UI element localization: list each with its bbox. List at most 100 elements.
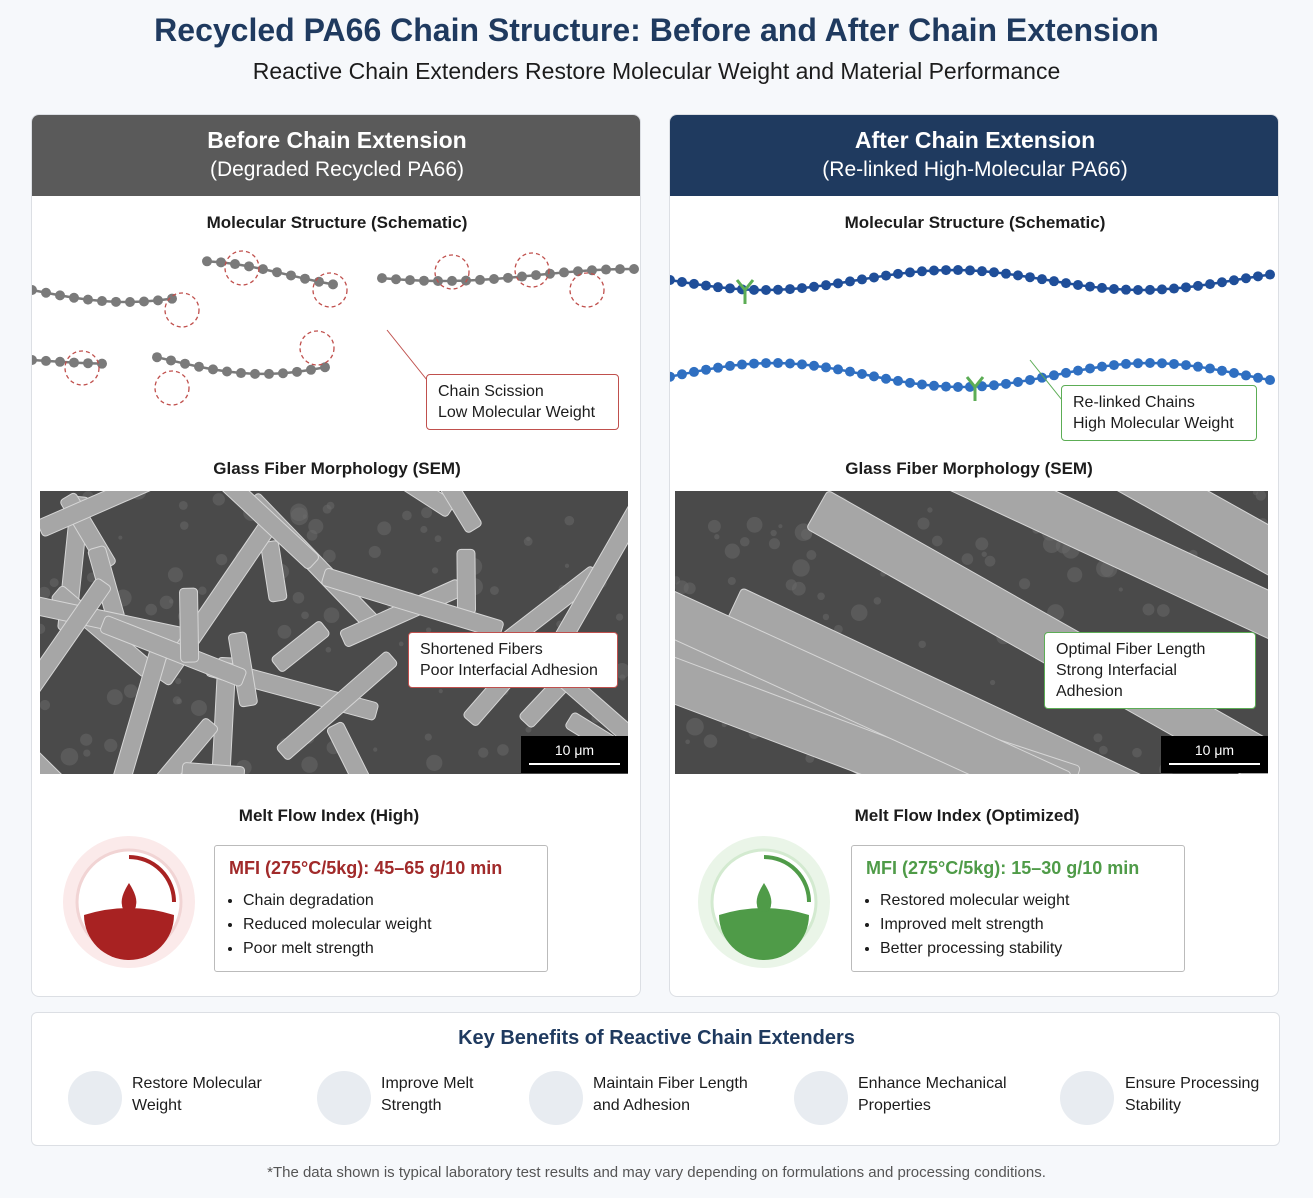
bead xyxy=(725,283,735,294)
bead xyxy=(180,358,190,369)
bead xyxy=(881,373,891,384)
sem-matrix xyxy=(402,510,412,521)
bead xyxy=(601,264,611,275)
bead xyxy=(929,380,939,391)
bead xyxy=(701,364,711,375)
sem-matrix xyxy=(806,549,817,560)
callout: Shortened Fibers Poor Interfacial Adhesi… xyxy=(408,632,618,688)
panel-before: Before Chain Extension (Degraded Recycle… xyxy=(31,114,641,997)
bead xyxy=(1265,375,1275,386)
bead xyxy=(797,283,807,294)
bead xyxy=(893,375,903,386)
fiber-body xyxy=(40,578,111,723)
sem-matrix xyxy=(426,754,443,772)
bead xyxy=(1097,282,1107,293)
bead xyxy=(1181,282,1191,293)
bead xyxy=(1085,281,1095,292)
sem-matrix xyxy=(198,586,207,596)
bead xyxy=(670,371,675,382)
bead xyxy=(1169,283,1179,294)
bead xyxy=(545,268,555,279)
benefit: Restore Molecular Weight xyxy=(132,1073,262,1117)
bead xyxy=(286,270,296,281)
bead xyxy=(881,270,891,281)
bead xyxy=(1217,365,1227,376)
benefits: Key Benefits of Reactive Chain Extenders… xyxy=(31,1012,1280,1146)
fiber xyxy=(321,567,504,639)
sem-matrix xyxy=(80,733,93,746)
sem-matrix xyxy=(118,535,123,540)
benefit: Improve Melt Strength xyxy=(381,1073,473,1117)
fiber-body xyxy=(675,553,1075,774)
mfi-value: MFI (275°C/5kg): 15–30 g/10 min xyxy=(866,858,1140,878)
bead xyxy=(531,270,541,281)
callout-line: Optimal Fiber Length xyxy=(1056,641,1206,658)
sem-matrix xyxy=(420,525,428,534)
sem-matrix xyxy=(179,521,189,530)
panel-subheading: (Degraded Recycled PA66) xyxy=(209,158,465,181)
fiber-body xyxy=(675,498,1071,774)
bead xyxy=(809,281,819,292)
sem-matrix xyxy=(40,586,51,599)
fiber-body xyxy=(898,491,1268,774)
sem-matrix xyxy=(212,493,225,506)
bead xyxy=(857,369,867,380)
panel-heading: After Chain Extension xyxy=(854,127,1096,153)
callout-leader xyxy=(1029,359,1063,401)
scale-bar: 10 μm xyxy=(521,736,628,773)
bead xyxy=(97,296,107,307)
bead xyxy=(857,274,867,285)
bead xyxy=(773,284,783,295)
sem-matrix xyxy=(1156,604,1170,617)
bead xyxy=(1073,279,1083,290)
bead xyxy=(1229,275,1239,286)
benefit-line: Enhance Mechanical xyxy=(858,1075,1007,1092)
sem-matrix xyxy=(1255,491,1267,501)
benefit-icon xyxy=(317,1071,371,1125)
sem-matrix xyxy=(619,674,626,681)
bead xyxy=(1145,358,1155,369)
bead xyxy=(314,276,324,287)
fiber xyxy=(179,587,200,663)
mfi-points: Restored molecular weight Improved melt … xyxy=(866,889,1170,961)
callout: Re-linked Chains High Molecular Weight xyxy=(1061,385,1257,441)
fiber-body xyxy=(208,491,319,570)
fiber-body xyxy=(181,762,245,774)
bead xyxy=(55,356,65,367)
bead xyxy=(809,360,819,371)
bead xyxy=(615,264,625,275)
bead xyxy=(953,381,963,392)
bead xyxy=(83,294,93,305)
bead xyxy=(941,265,951,276)
sem-matrix xyxy=(398,641,404,647)
bead xyxy=(1253,271,1263,282)
bead xyxy=(97,358,107,369)
bead xyxy=(41,287,51,298)
sem-matrix xyxy=(104,738,118,753)
bead xyxy=(1169,358,1179,369)
bead xyxy=(677,369,687,380)
section-label: Melt Flow Index (High) xyxy=(238,806,420,825)
benefit-icon xyxy=(529,1071,583,1125)
sem-matrix xyxy=(525,726,532,733)
sem-matrix xyxy=(377,521,392,536)
callout-leader xyxy=(386,329,428,381)
benefit-icon xyxy=(68,1071,122,1125)
benefit: Maintain Fiber Length and Adhesion xyxy=(593,1073,748,1117)
mfi-icon xyxy=(698,836,830,968)
linker xyxy=(965,376,985,401)
fiber xyxy=(326,721,375,774)
sem-matrix xyxy=(106,689,123,706)
sem-matrix xyxy=(523,537,533,546)
sem-matrix xyxy=(989,679,996,686)
bead xyxy=(953,265,963,276)
bead xyxy=(559,267,569,278)
fiber-body xyxy=(326,721,375,774)
bead xyxy=(139,296,149,307)
sem-matrix xyxy=(714,534,720,540)
bead xyxy=(1145,284,1155,295)
sem-matrix xyxy=(292,591,305,604)
sem-matrix xyxy=(975,537,989,551)
chain-backbone xyxy=(206,260,334,286)
bead xyxy=(503,272,513,283)
